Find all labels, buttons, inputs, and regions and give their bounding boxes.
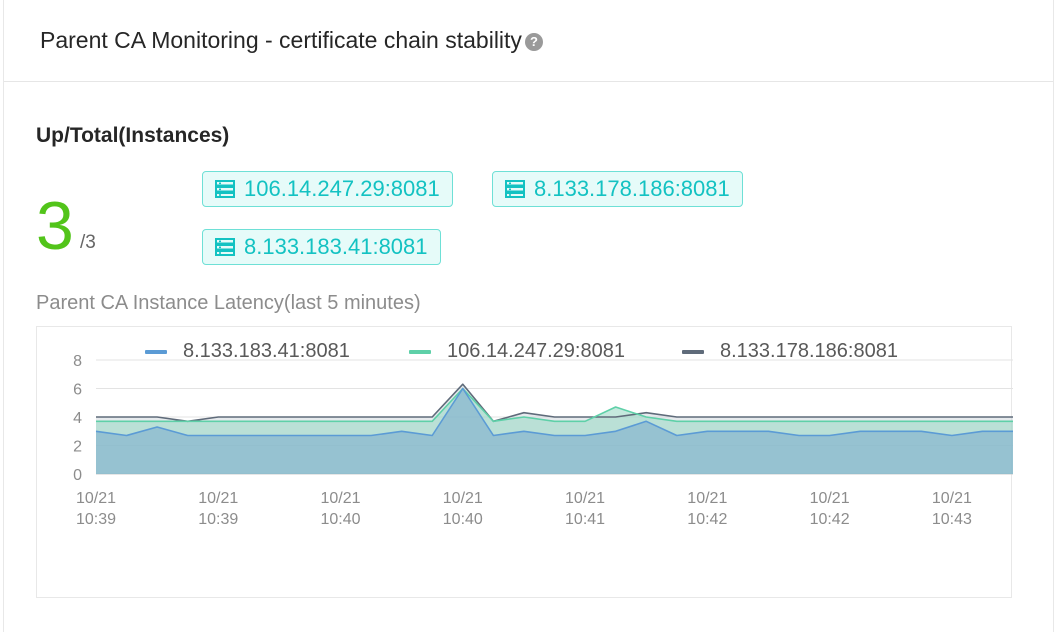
- up-count: 3: [36, 188, 74, 264]
- instance-tag-label: 8.133.183.41:8081: [244, 234, 428, 259]
- latency-chart-title: Parent CA Instance Latency(last 5 minute…: [36, 292, 421, 314]
- instance-tag-label: 8.133.178.186:8081: [534, 176, 730, 201]
- legend-label: 8.133.183.41:8081: [183, 340, 350, 362]
- legend-swatch: [682, 349, 704, 354]
- legend-swatch: [409, 349, 431, 354]
- latency-chart-frame: [36, 326, 1012, 598]
- question-circle-icon[interactable]: ?: [524, 32, 543, 51]
- instance-tag[interactable]: 106.14.247.29:8081: [202, 171, 453, 207]
- legend-item-series-1[interactable]: 106.14.247.29:8081: [409, 340, 625, 363]
- legend-label: 106.14.247.29:8081: [447, 340, 625, 362]
- page-title: Parent CA Monitoring - certificate chain…: [40, 27, 522, 53]
- instances-section-title: Up/Total(Instances): [36, 124, 230, 147]
- server-icon: [215, 180, 235, 198]
- card-header: Parent CA Monitoring - certificate chain…: [4, 0, 1053, 82]
- card-title: Parent CA Monitoring - certificate chain…: [40, 27, 543, 54]
- legend-item-series-0[interactable]: 8.133.183.41:8081: [145, 340, 350, 363]
- server-icon: [505, 180, 525, 198]
- legend-swatch: [145, 349, 167, 354]
- instance-tag-label: 106.14.247.29:8081: [244, 176, 440, 201]
- legend-label: 8.133.178.186:8081: [720, 340, 898, 362]
- legend-item-series-2[interactable]: 8.133.178.186:8081: [682, 340, 898, 363]
- monitoring-card: Parent CA Monitoring - certificate chain…: [3, 0, 1054, 632]
- instance-tag[interactable]: 8.133.183.41:8081: [202, 229, 441, 265]
- chart-legend: 8.133.183.41:8081 106.14.247.29:8081 8.1…: [0, 340, 1056, 366]
- instance-tag[interactable]: 8.133.178.186:8081: [492, 171, 743, 207]
- server-icon: [215, 238, 235, 256]
- total-count: /3: [80, 232, 96, 253]
